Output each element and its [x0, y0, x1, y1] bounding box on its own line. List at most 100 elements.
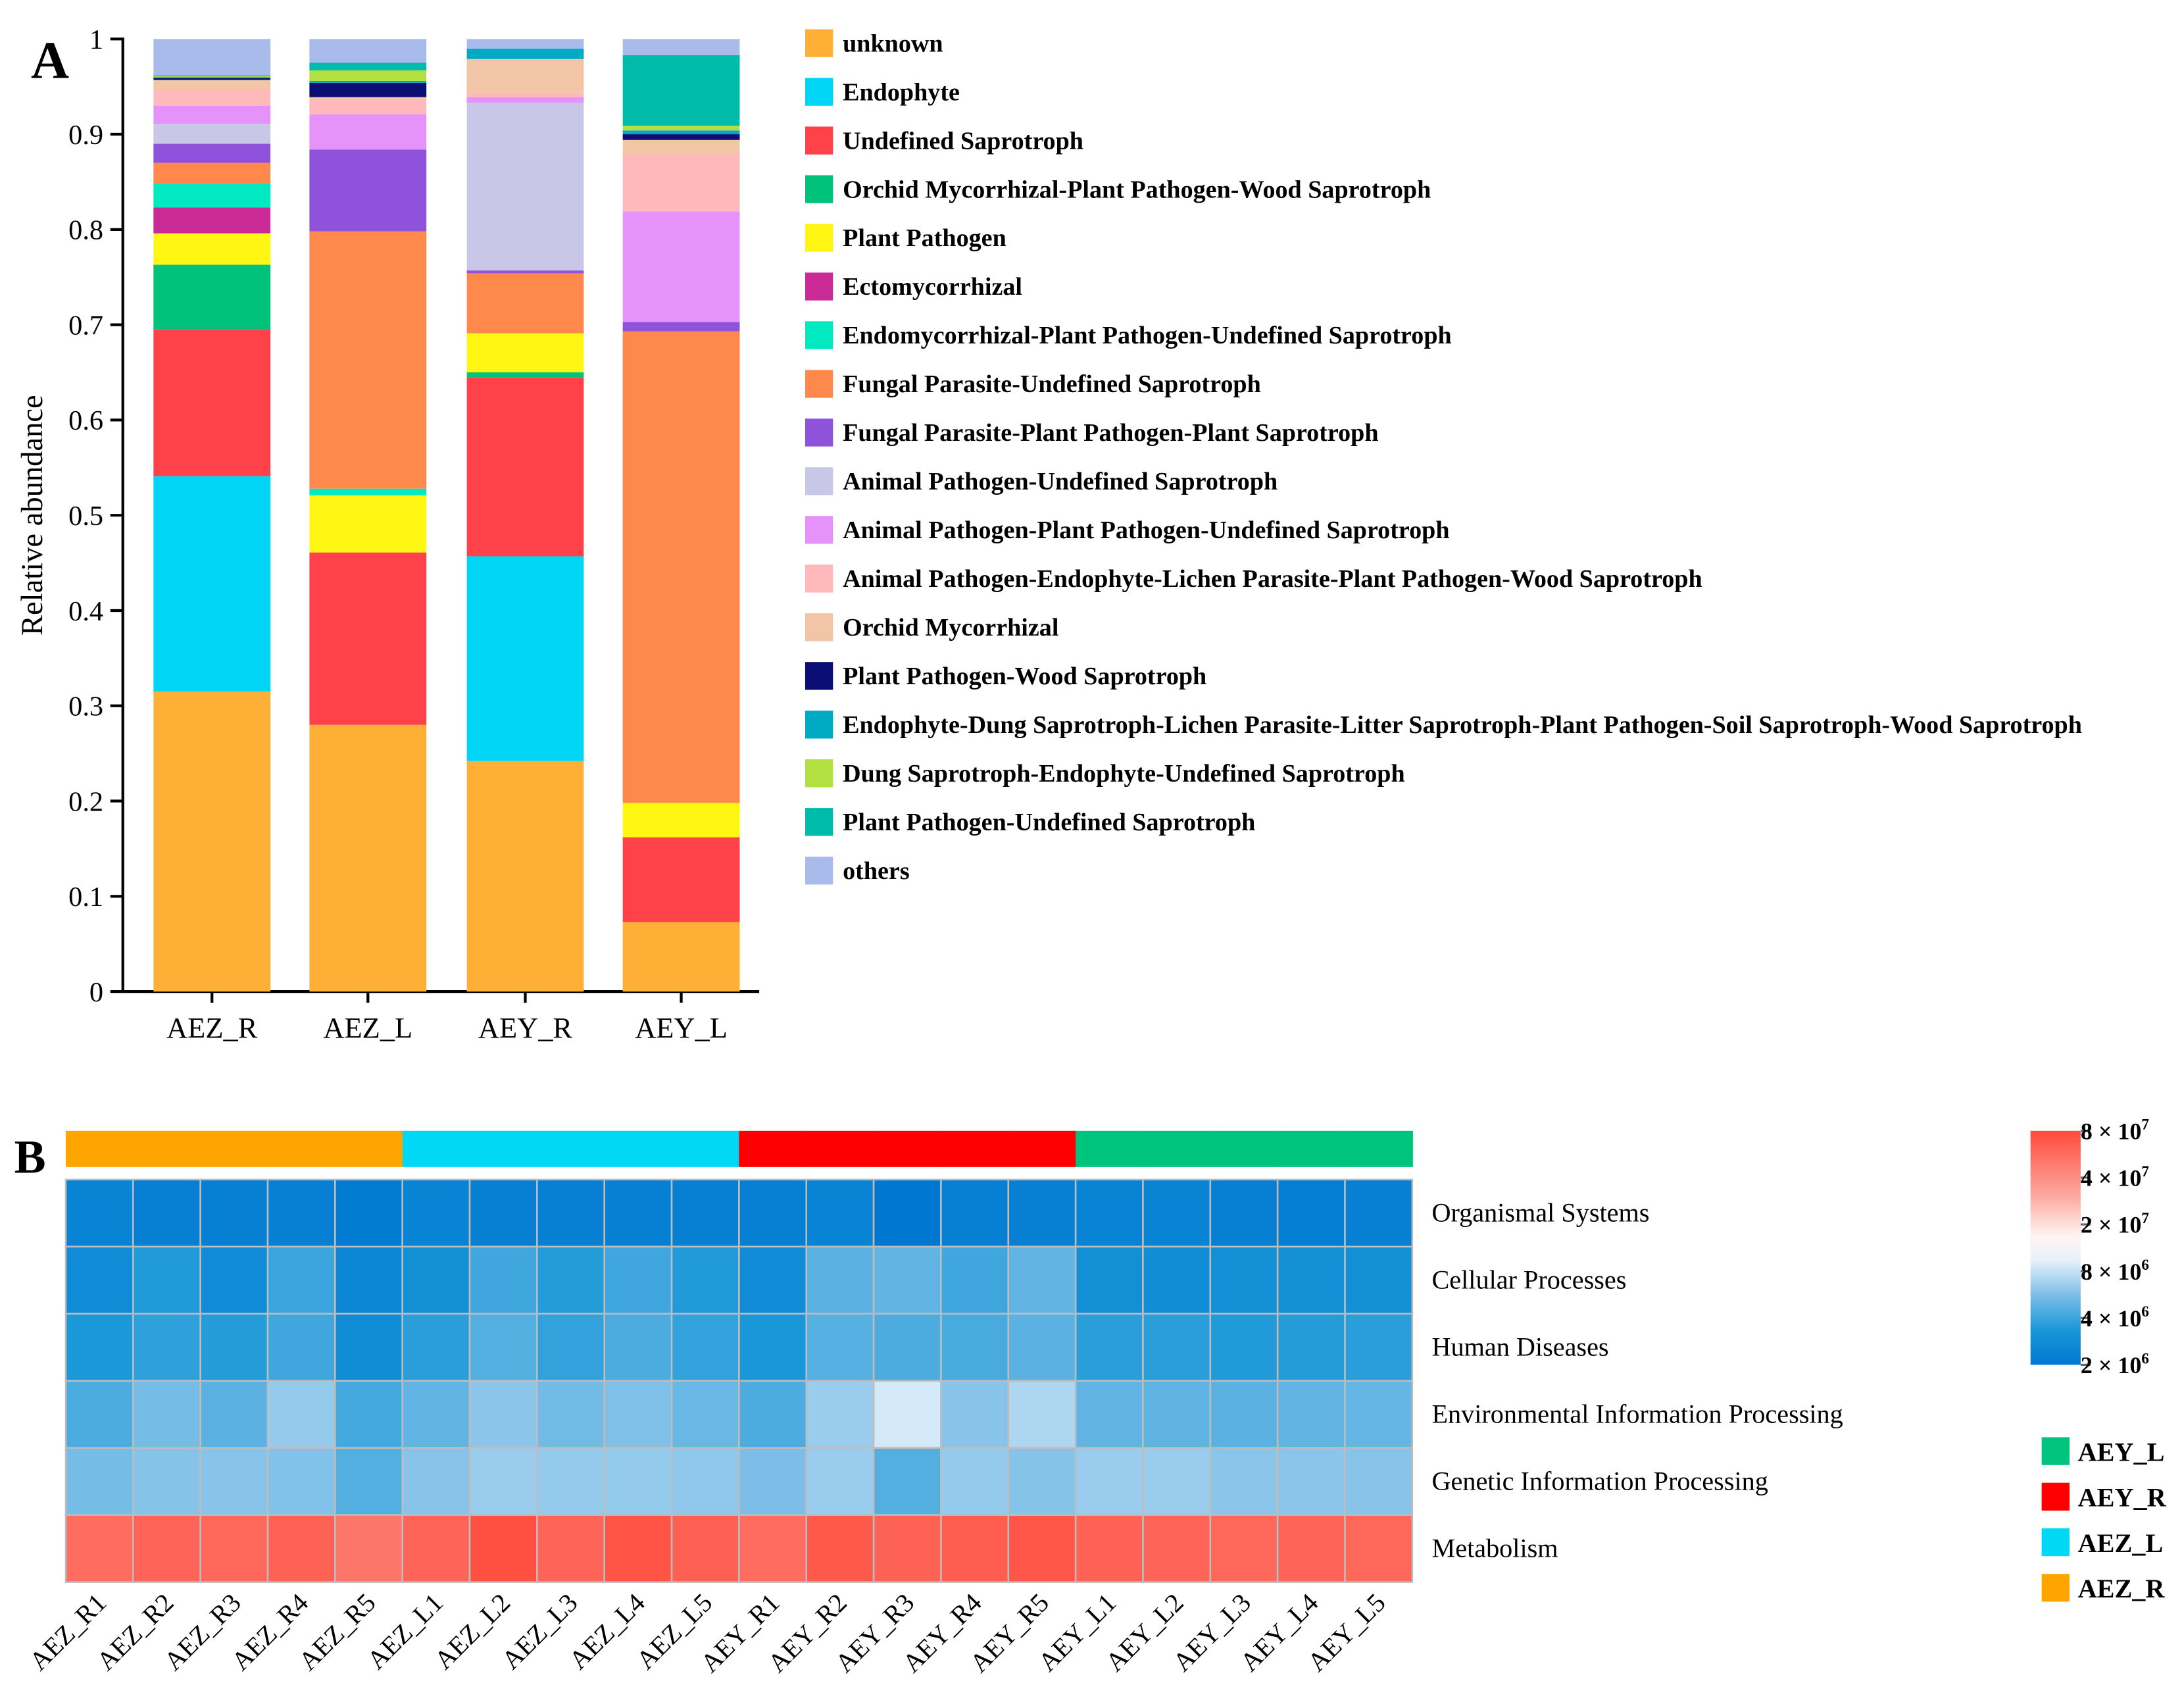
heatmap-cell	[334, 1245, 403, 1315]
group-legend: AEY_L AEY_R AEZ_L AEZ_R	[2041, 1437, 2167, 1603]
legend-swatch	[805, 613, 833, 641]
legend-label: Fungal Parasite-Plant Pathogen-Plant Sap…	[843, 419, 1378, 447]
legend-swatch	[805, 224, 833, 252]
bar-segment	[309, 552, 427, 725]
y-tick-label: 0.2	[68, 786, 103, 817]
heatmap-cell	[805, 1380, 875, 1449]
heatmap-cell	[1007, 1313, 1077, 1382]
heatmap-cell	[266, 1245, 336, 1315]
legend-label: Endophyte-Dung Saprotroph-Lichen Parasit…	[843, 711, 2082, 739]
heatmap-cell	[468, 1313, 538, 1382]
bar-segment	[153, 476, 271, 692]
heatmap-cell	[1142, 1178, 1212, 1248]
colorbar-tick-exponent: 7	[2141, 1163, 2149, 1180]
column-label: AEZ_L4	[563, 1588, 651, 1675]
group-annotation-cell	[335, 1130, 403, 1167]
group-annotation-cell	[874, 1130, 942, 1167]
x-tick-label: AEZ_L	[323, 1011, 412, 1044]
heatmap-cell	[940, 1380, 1010, 1449]
bar-segment	[466, 556, 584, 761]
heatmap-cell	[1007, 1245, 1077, 1315]
colorbar-tick-label: 2 × 107	[2081, 1210, 2149, 1238]
bar-legend: unknown Endophyte Undefined Saprotroph Orch…	[805, 29, 2082, 885]
group-annotation-cell	[739, 1130, 807, 1167]
bar-segment	[153, 39, 271, 76]
legend-label: Endophyte	[843, 78, 960, 106]
heatmap-cell	[940, 1178, 1010, 1248]
panel-label-b: B	[14, 1130, 46, 1183]
heatmap-cell	[266, 1380, 336, 1449]
heatmap-cell	[536, 1380, 605, 1449]
legend-label: others	[843, 857, 910, 885]
heatmap-cell	[1007, 1514, 1077, 1583]
heatmap-cell	[132, 1514, 201, 1583]
heatmap-cell	[805, 1245, 875, 1315]
legend-swatch	[805, 759, 833, 788]
heatmap-cell	[468, 1447, 538, 1516]
heatmap-cell	[468, 1178, 538, 1248]
stacked-bar-chart: 0 0.1 0.2 0.3 0.4 0.5 0.6 0.7 0.8 0.9 1 AEZ_R AEZ_L A…	[68, 24, 760, 1044]
colorbar-tick-label: 4 × 107	[2081, 1163, 2149, 1192]
heatmap-cell	[872, 1313, 942, 1382]
legend-swatch	[805, 418, 833, 447]
bar-segment	[153, 77, 271, 78]
group-annotation-cell	[941, 1130, 1009, 1167]
bar-segment	[622, 139, 740, 155]
heatmap-cell	[1007, 1447, 1077, 1516]
bar-segment	[153, 143, 271, 163]
bar-segment	[153, 163, 271, 184]
heatmap-cell	[64, 1178, 134, 1248]
legend-swatch	[805, 564, 833, 593]
heatmap-cell	[1344, 1514, 1414, 1583]
group-legend-swatch	[2041, 1482, 2070, 1511]
row-label: Environmental Information Processing	[1431, 1399, 1843, 1428]
bar-segment	[622, 322, 740, 332]
heatmap-cell	[670, 1514, 740, 1583]
bar-segment	[466, 273, 584, 334]
heatmap-cell	[738, 1380, 808, 1449]
bar-segment	[153, 691, 271, 992]
heatmap-cell	[670, 1245, 740, 1315]
bar-segment	[622, 154, 740, 212]
bar-segment	[622, 331, 740, 803]
bar-segment	[622, 211, 740, 322]
bar-segment	[466, 372, 584, 378]
heatmap-cell	[940, 1514, 1010, 1583]
bar-segment	[622, 134, 740, 140]
colorbar: 8 × 107 4 × 107 2 × 107 8 × 106 4 × 106 2 × 1…	[2030, 1116, 2149, 1378]
heatmap-cell	[132, 1380, 201, 1449]
heatmap-cell	[872, 1380, 942, 1449]
y-tick-label: 0.6	[68, 405, 103, 436]
bar-segment	[153, 184, 271, 208]
heatmap-cell	[401, 1245, 471, 1315]
heatmap-cell	[132, 1313, 201, 1382]
bar-segment	[466, 59, 584, 93]
heatmap-cell	[132, 1245, 201, 1315]
heatmap-cell	[1074, 1178, 1144, 1248]
heatmap-cell	[334, 1380, 403, 1449]
heatmap-cell	[872, 1447, 942, 1516]
heatmap-cell	[603, 1380, 673, 1449]
bar-segment	[309, 97, 427, 100]
bar-segment	[153, 264, 271, 330]
x-tick-label: AEY_R	[478, 1011, 573, 1044]
bar-segment	[622, 39, 740, 55]
heatmap-cell	[1074, 1313, 1144, 1382]
y-tick-label: 0.4	[68, 596, 103, 627]
colorbar-tick-label: 4 × 106	[2081, 1303, 2149, 1332]
colorbar-tick-exponent: 6	[2141, 1303, 2149, 1320]
row-label: Genetic Information Processing	[1431, 1466, 1768, 1495]
heatmap-cell	[1276, 1514, 1346, 1583]
group-legend-label: AEZ_L	[2078, 1528, 2164, 1558]
bar-segment	[466, 39, 584, 49]
group-annotation-cell	[1210, 1130, 1279, 1167]
legend-label: Orchid Mycorrhizal-Plant Pathogen-Wood S…	[843, 176, 1431, 203]
legend-label: unknown	[843, 30, 943, 57]
heatmap-cell	[1276, 1245, 1346, 1315]
heatmap-cell	[805, 1178, 875, 1248]
heatmap-cell	[199, 1313, 269, 1382]
heatmap-cell	[536, 1447, 605, 1516]
bar-segment	[466, 270, 584, 274]
bar-segment	[153, 233, 271, 265]
